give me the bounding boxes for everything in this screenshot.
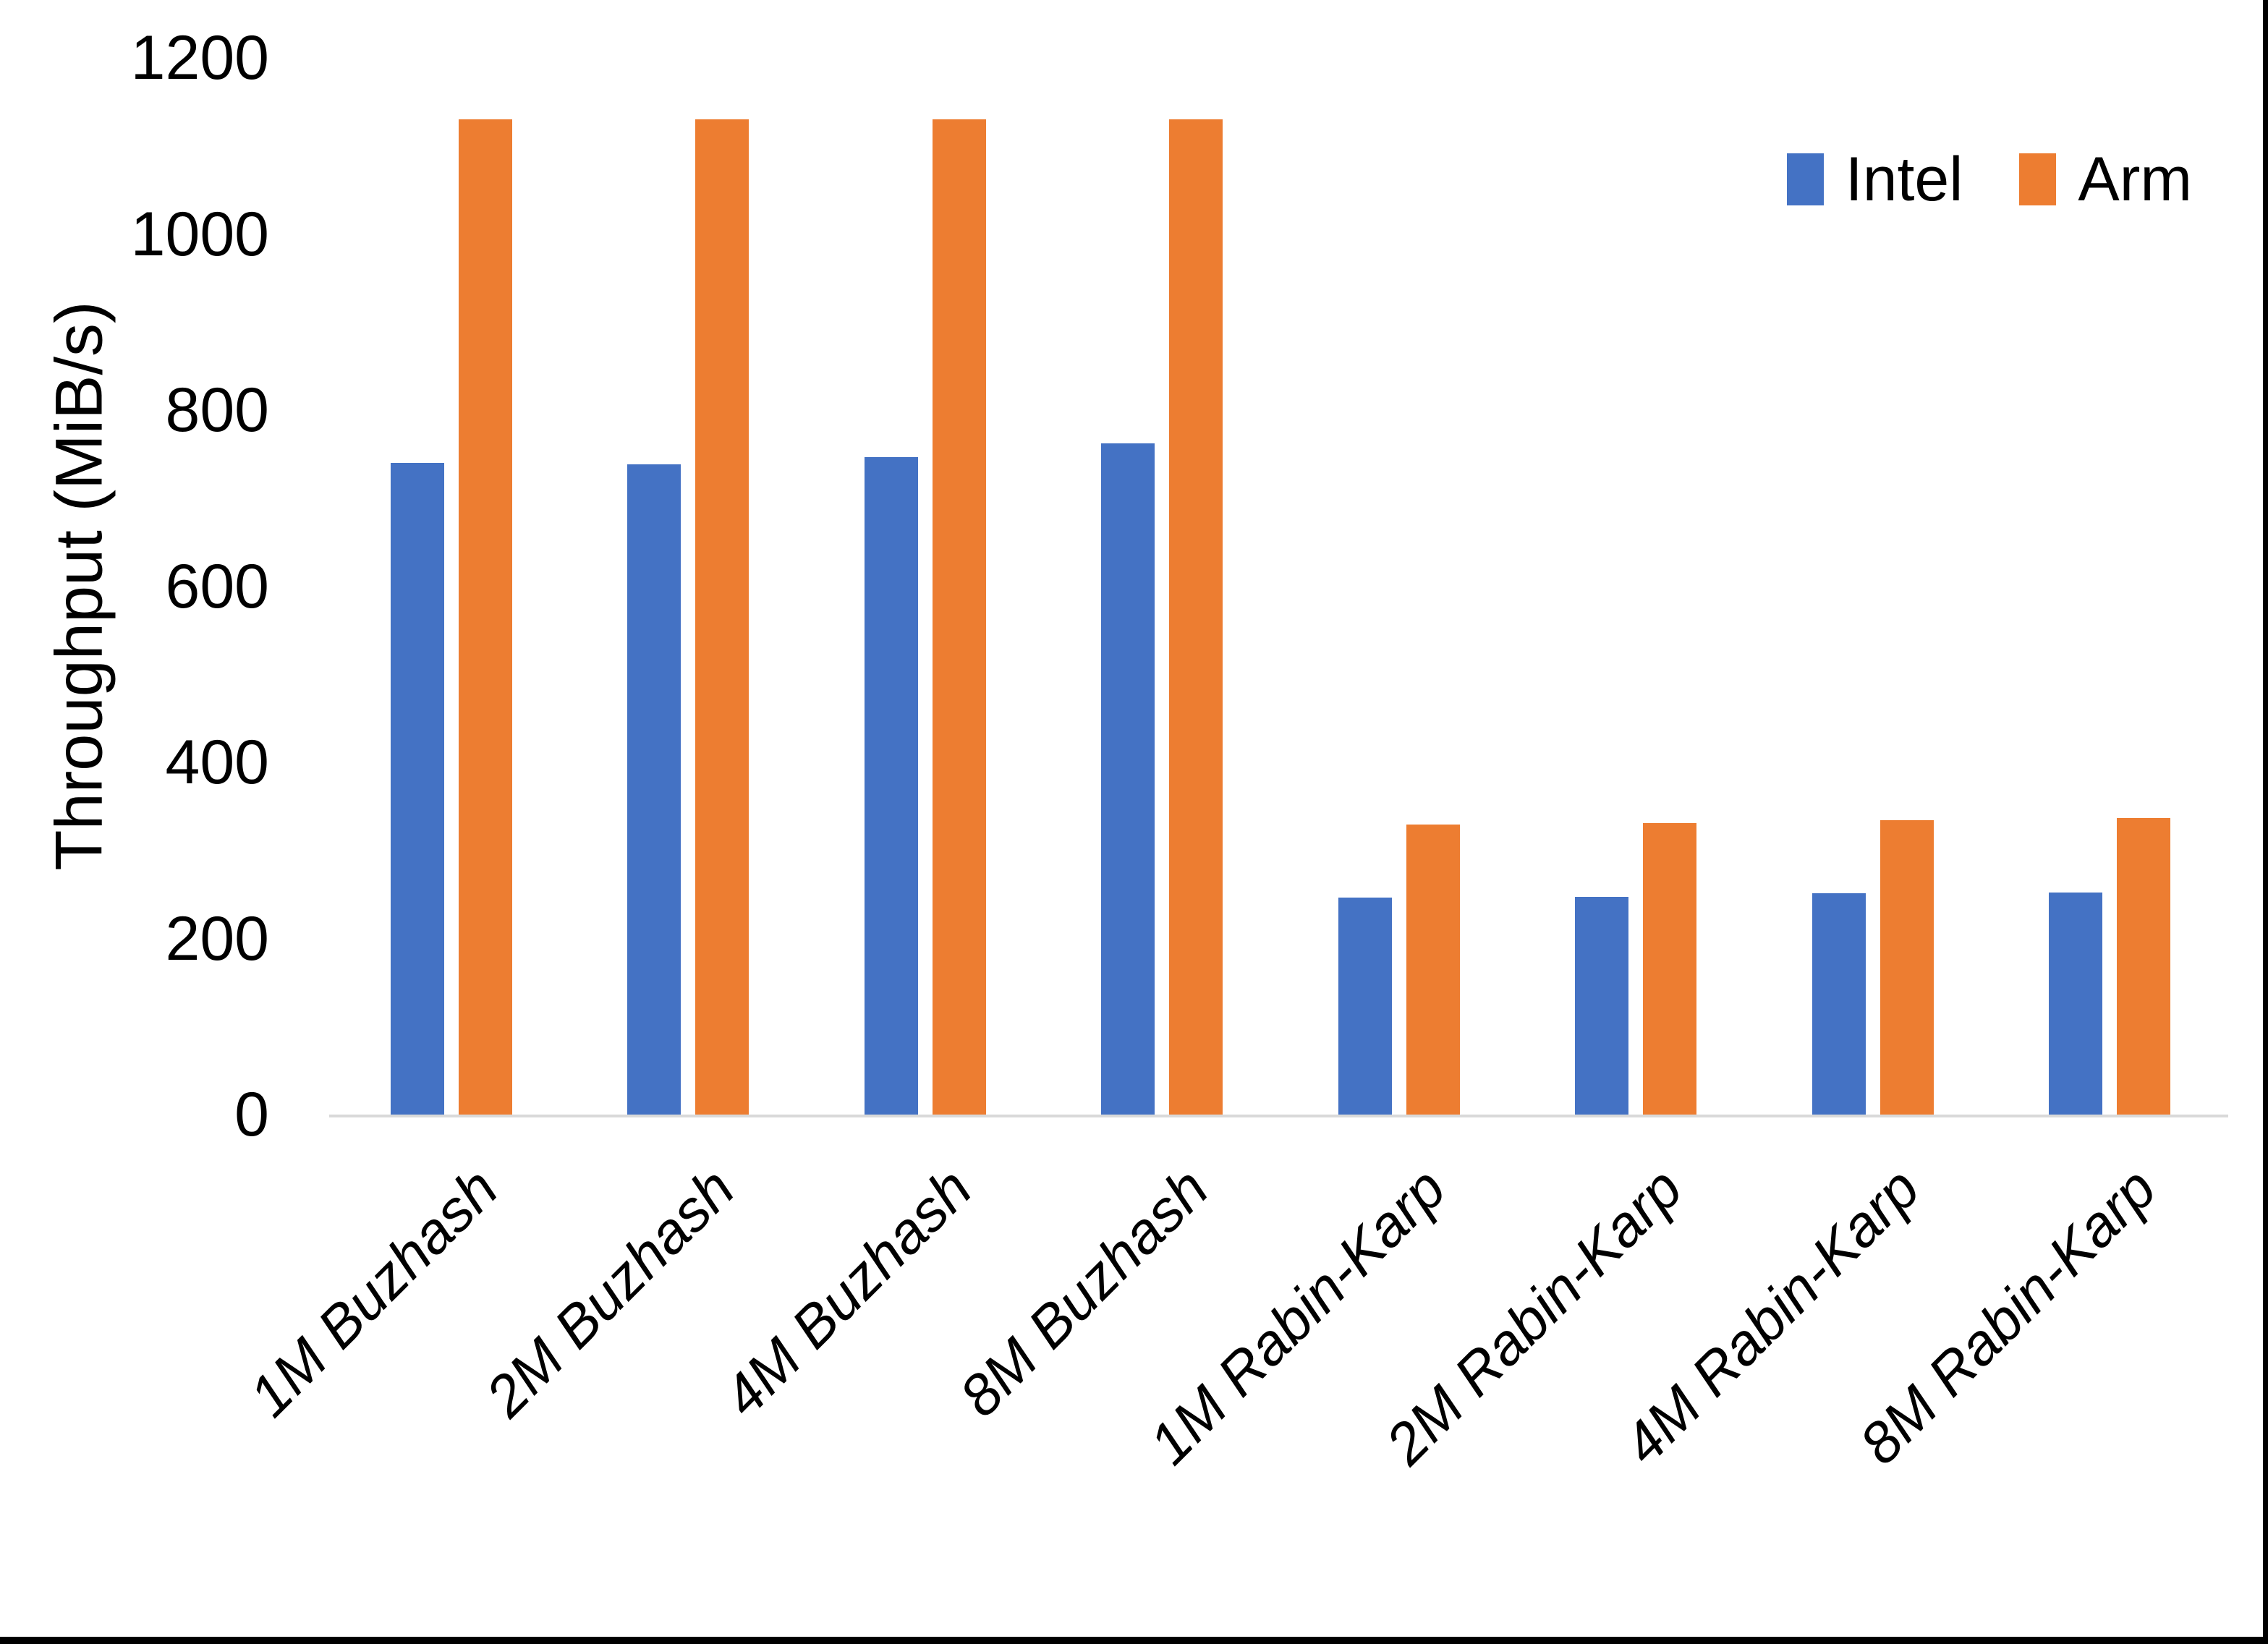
y-tick-label-400: 400 [165,728,270,797]
bar-arm-1m-buzhash [459,119,512,1115]
bar-intel-4m-rabin-karp [1812,893,1866,1115]
bar-intel-1m-buzhash [391,463,444,1115]
legend-swatch-intel [1786,153,1824,205]
bar-intel-1m-rabin-karp [1338,898,1392,1115]
y-tick-label-1000: 1000 [130,199,269,269]
legend-item-arm: Arm [2019,148,2192,210]
x-category-label-8m-buzhash: 8M Buzhash [947,1155,1220,1429]
bar-intel-4m-buzhash [865,457,918,1115]
page-edge-right-line [2263,0,2268,1644]
legend-label-intel: Intel [1845,145,1963,214]
bar-arm-8m-buzhash [1169,119,1223,1115]
legend-swatch-arm [2019,153,2057,205]
bar-intel-8m-buzhash [1101,443,1155,1115]
legend: Intel Arm [1786,145,2192,214]
bar-arm-2m-buzhash [695,119,749,1115]
x-category-label-1m-buzhash: 1M Buzhash [237,1155,510,1429]
bar-arm-4m-buzhash [933,119,986,1115]
legend-label-arm: Arm [2078,145,2192,214]
y-tick-label-0: 0 [234,1080,269,1149]
x-category-label-2m-buzhash: 2M Buzhash [473,1155,747,1429]
y-tick-label-1200: 1200 [130,23,269,93]
bar-intel-2m-buzhash [627,464,681,1115]
y-tick-label-800: 800 [165,375,270,445]
bar-arm-4m-rabin-karp [1880,820,1934,1115]
bar-intel-8m-rabin-karp [2049,893,2102,1115]
legend-item-intel: Intel [1786,145,1963,214]
bar-arm-2m-rabin-karp [1643,823,1696,1115]
x-category-label-4m-buzhash: 4M Buzhash [710,1155,984,1429]
bar-arm-8m-rabin-karp [2117,818,2170,1115]
y-tick-label-200: 200 [165,903,270,974]
page-edge-bottom-line [0,1637,2268,1644]
y-tick-label-600: 600 [165,551,270,621]
x-axis-line [329,1115,2228,1117]
bar-arm-1m-rabin-karp [1406,825,1460,1115]
bar-intel-2m-rabin-karp [1575,897,1628,1115]
